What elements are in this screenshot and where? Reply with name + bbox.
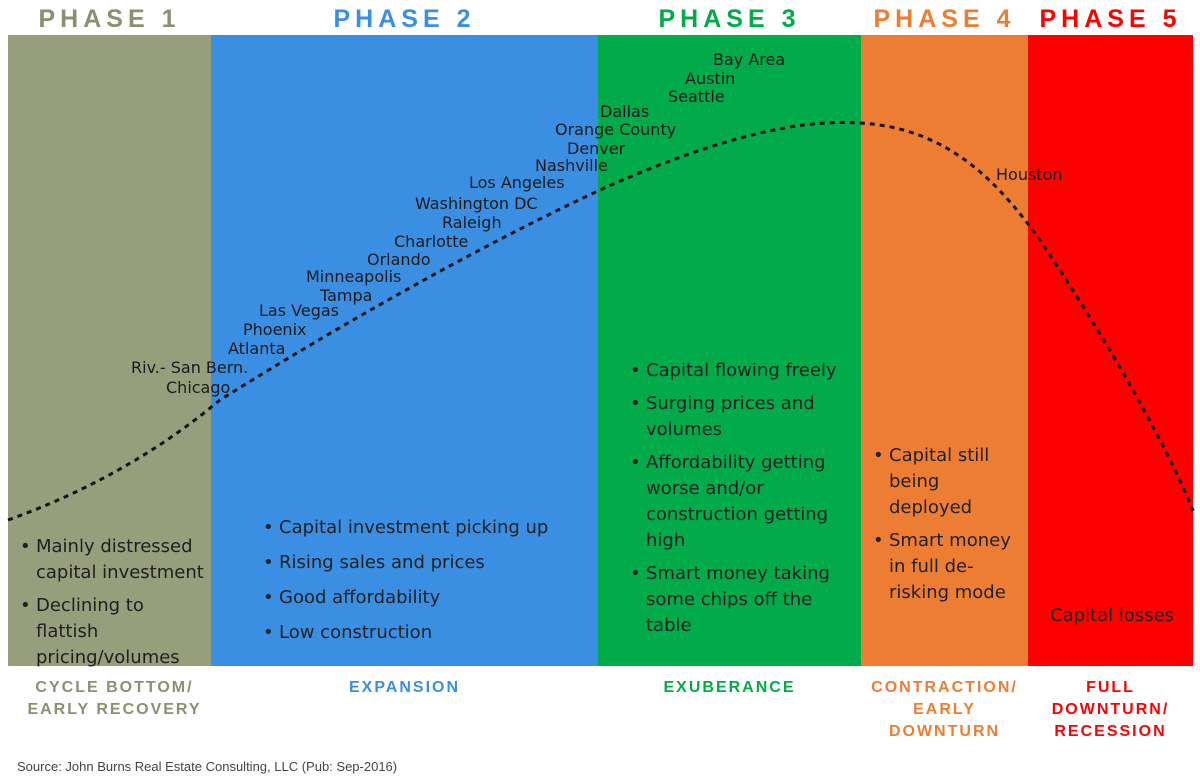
city-label: Los Angeles (469, 173, 565, 192)
city-label: Austin (685, 69, 736, 88)
city-label: Orange County (555, 120, 677, 139)
label-line: FULL (1086, 679, 1135, 696)
label-line: CONTRACTION/ (871, 679, 1018, 696)
city-label: Raleigh (442, 213, 502, 232)
phase-4-bullets: Capital still being deployed Smart money… (873, 443, 1023, 613)
label-line: EXPANSION (348, 679, 461, 696)
phase-5-title: PHASE 5 (1039, 5, 1182, 33)
bullet-item: Low construction (263, 620, 583, 646)
city-label: Tampa (320, 286, 373, 305)
bullet-item: Good affordability (263, 585, 583, 611)
city-label: Denver (567, 139, 626, 158)
city-label: Bay Area (713, 50, 786, 69)
city-label: Las Vegas (259, 301, 339, 320)
city-label: Washington DC (415, 194, 538, 213)
phase-2-title: PHASE 2 (333, 5, 476, 33)
city-label: Atlanta (228, 339, 286, 358)
label-line: EARLY (913, 701, 976, 718)
source-note: Source: John Burns Real Estate Consultin… (17, 759, 398, 774)
phase-2-label: EXPANSION (211, 677, 598, 699)
bullet-item: Capital flowing freely (630, 358, 845, 384)
city-label: Chicago (166, 378, 231, 397)
city-label: Riv.- San Bern. (131, 358, 249, 377)
phase-4-title: PHASE 4 (873, 5, 1016, 33)
bullet-item: Smart money taking some chips off the ta… (630, 561, 845, 639)
label-line: EARLY RECOVERY (27, 701, 202, 718)
city-label: Houston (996, 165, 1063, 184)
city-label: Nashville (535, 156, 608, 175)
bullet-item: Mainly distressed capital investment (20, 534, 205, 586)
phase-5-note: Capital losses (1050, 605, 1175, 626)
label-line: EXUBERANCE (663, 679, 796, 696)
phase-2-bullets: Capital investment picking up Rising sal… (263, 515, 583, 653)
phase-1-label: CYCLE BOTTOM/ EARLY RECOVERY (8, 677, 221, 721)
bullet-item: Capital still being deployed (873, 443, 1023, 521)
label-line: DOWNTURN (888, 723, 1001, 740)
phase-5-label: FULL DOWNTURN/ RECESSION (1028, 677, 1193, 743)
bullet-item: Declining to flattish pricing/volumes (20, 593, 205, 671)
phase-1-title: PHASE 1 (38, 5, 181, 33)
phase-1-bullets: Mainly distressed capital investment Dec… (20, 534, 205, 678)
city-label: Orlando (367, 250, 431, 269)
phase-3-bullets: Capital flowing freely Surging prices an… (630, 358, 845, 646)
city-label: Phoenix (243, 320, 307, 339)
phase-4-label: CONTRACTION/ EARLY DOWNTURN (861, 677, 1028, 743)
city-label: Dallas (600, 102, 650, 121)
label-line: CYCLE BOTTOM/ (35, 679, 194, 696)
bullet-item: Smart money in full de-risking mode (873, 528, 1023, 606)
bullet-item: Rising sales and prices (263, 550, 583, 576)
city-label: Minneapolis (306, 267, 402, 286)
label-line: RECESSION (1054, 723, 1167, 740)
bullet-item: Affordability getting worse and/or const… (630, 450, 845, 554)
phase-3-label: EXUBERANCE (598, 677, 861, 699)
bullet-item: Capital investment picking up (263, 515, 583, 541)
city-label: Charlotte (394, 232, 469, 251)
bullet-item: Surging prices and volumes (630, 391, 845, 443)
phase-3-title: PHASE 3 (658, 5, 801, 33)
label-line: DOWNTURN/ (1051, 701, 1170, 718)
city-label: Seattle (668, 87, 725, 106)
